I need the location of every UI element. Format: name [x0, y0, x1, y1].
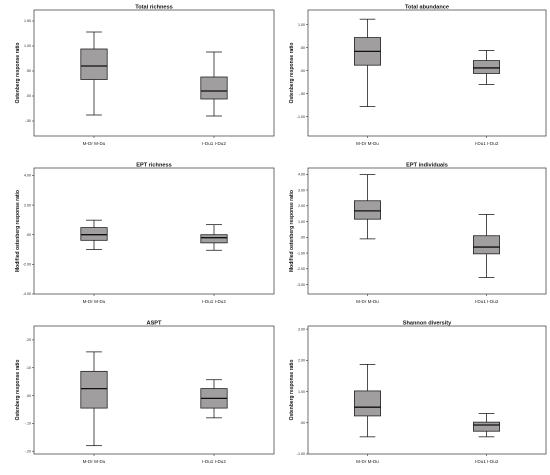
x-category-label: M-Dr M-Du — [83, 459, 106, 464]
plot-frame — [307, 325, 547, 455]
iqr-box — [80, 370, 108, 409]
y-tick-label: .20 — [26, 338, 31, 342]
y-axis-label: Ostenberg response ratio — [15, 43, 21, 104]
box-plot-svg: EPT individuals Modified ostenberg respon… — [289, 163, 547, 304]
y-tick-label: -.50 — [299, 92, 305, 96]
y-tick-label: 3.00 — [298, 188, 305, 192]
y-tick-label: -.10 — [25, 422, 31, 426]
y-tick-label: 1.00 — [298, 390, 305, 394]
iqr-box — [80, 227, 108, 241]
y-axis-label: Modified ostenberg response ratio — [289, 190, 295, 272]
x-category-label: M-Dr M-Du — [356, 459, 379, 464]
y-tick-label: .50 — [300, 46, 305, 50]
y-axis-label: Ostenberg response ratio — [15, 360, 21, 421]
y-tick-label: -1.00 — [297, 115, 305, 119]
y-tick-label: -3.00 — [297, 283, 305, 287]
plot-frame — [33, 9, 275, 137]
y-tick-label: 4.00 — [24, 174, 31, 178]
y-tick-label: .00 — [26, 233, 31, 237]
y-tick-label: 1.00 — [24, 44, 31, 48]
y-tick-label: .00 — [300, 236, 305, 240]
plot-frame — [307, 167, 547, 295]
x-category-label: I-Du1 I-Du2 — [475, 299, 499, 304]
y-axis-label: Ostenberg response ratio — [289, 43, 295, 104]
chart-panel-ept-individuals: EPT individuals Modified ostenberg respon… — [282, 162, 550, 312]
x-category-label: I-Du1 I-Du2 — [202, 459, 226, 464]
y-tick-label: -1.00 — [297, 251, 305, 255]
chart-panel-total-richness: Total richness Ostenberg response ratio 1.… — [8, 4, 278, 154]
x-category-label: I-Du1 I-Du2 — [202, 299, 226, 304]
iqr-box — [354, 200, 381, 220]
y-tick-label: 2.00 — [298, 204, 305, 208]
chart-title: ASPT — [147, 321, 163, 327]
plot-frame — [307, 9, 547, 137]
y-tick-label: .10 — [26, 366, 31, 370]
iqr-box — [473, 235, 500, 255]
box-plot-svg: Shannon diversity Ostenberg response rati… — [289, 321, 547, 464]
chart-title: EPT individuals — [406, 163, 448, 169]
y-tick-label: .00 — [26, 394, 31, 398]
box-plot-svg: ASPT Ostenberg response ratio .20 .10 .00 -.1… — [15, 321, 275, 464]
box-plot-svg: Total abundance Ostenberg response ratio 1… — [289, 5, 547, 146]
iqr-box — [200, 76, 228, 100]
x-category-label: M-Dr M-Du — [356, 141, 379, 146]
chart-panel-shannon-diversity: Shannon diversity Ostenberg response rati… — [282, 320, 550, 472]
y-tick-label: 3.00 — [298, 327, 305, 331]
iqr-box — [80, 48, 108, 80]
y-tick-label: -4.00 — [23, 292, 31, 296]
plot-frame — [33, 325, 275, 455]
y-tick-label: -.50 — [25, 119, 31, 123]
x-category-label: M-Dr M-Du — [83, 299, 106, 304]
y-tick-label: 1.50 — [24, 19, 31, 23]
chart-title: Shannon diversity — [403, 321, 452, 327]
x-category-label: I-Du1 I-Du2 — [475, 141, 499, 146]
chart-title: Total richness — [135, 5, 173, 11]
y-axis-label: Ostenberg response ratio — [289, 360, 295, 421]
x-category-label: I-Du1 I-Du2 — [202, 141, 226, 146]
y-tick-label: -.20 — [25, 449, 31, 453]
iqr-box — [473, 421, 500, 432]
iqr-box — [473, 60, 500, 74]
y-tick-label: 2.00 — [298, 359, 305, 363]
chart-title: Total abundance — [405, 5, 449, 11]
chart-panel-aspt: ASPT Ostenberg response ratio .20 .10 .00 -.1… — [8, 320, 278, 472]
y-tick-label: .00 — [26, 94, 31, 98]
y-tick-label: .50 — [26, 69, 31, 73]
y-axis-label: Modified ostenberg response ratio — [15, 190, 21, 272]
y-tick-label: 2.00 — [24, 203, 31, 207]
plot-frame — [33, 167, 275, 295]
iqr-box — [354, 390, 381, 417]
chart-panel-total-abundance: Total abundance Ostenberg response ratio 1… — [282, 4, 550, 154]
y-tick-label: 1.00 — [298, 23, 305, 27]
chart-panel-ept-richness: EPT richness Modified ostenberg response … — [8, 162, 278, 312]
x-category-label: M-Dr M-Du — [356, 299, 379, 304]
y-tick-label: 1.00 — [298, 220, 305, 224]
x-category-label: M-Dr M-Du — [83, 141, 106, 146]
chart-title: EPT richness — [136, 163, 171, 169]
y-tick-label: -2.00 — [297, 267, 305, 271]
y-tick-label: -1.00 — [297, 452, 305, 456]
box-plot-svg: EPT richness Modified ostenberg response … — [15, 163, 275, 304]
x-category-label: I-Du1 I-Du2 — [475, 459, 499, 464]
y-tick-label: .00 — [300, 421, 305, 425]
y-tick-label: 4.00 — [298, 173, 305, 177]
y-tick-label: -2.00 — [23, 263, 31, 267]
y-tick-label: .00 — [300, 69, 305, 73]
iqr-box — [200, 234, 228, 244]
